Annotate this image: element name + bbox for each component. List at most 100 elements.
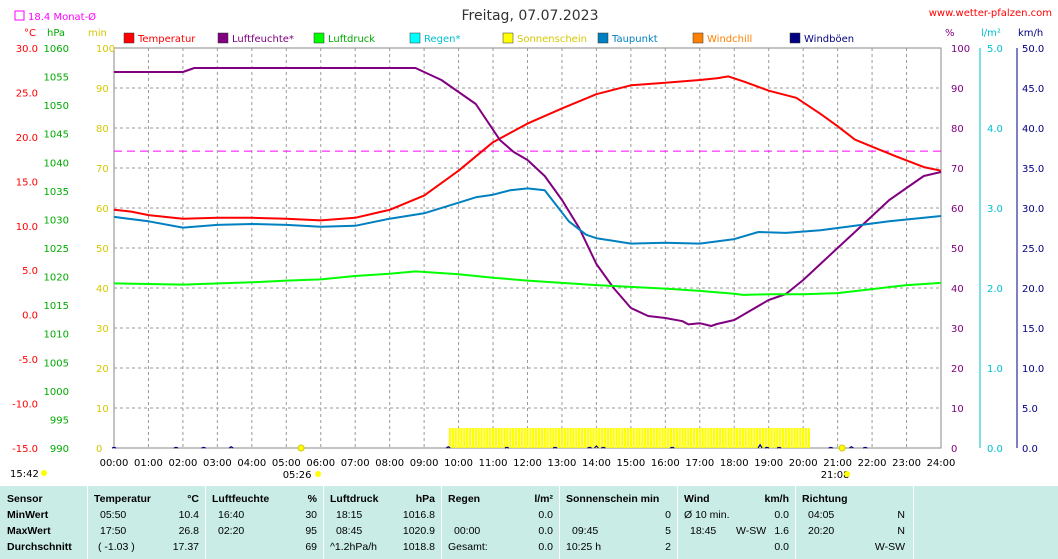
speed-tick-label: 30.0 — [1022, 204, 1044, 215]
temp-tick-label: 25.0 — [16, 88, 38, 99]
stats-dir-min-value: N — [897, 509, 905, 521]
speed-tick-label: 35.0 — [1022, 164, 1044, 175]
x-tick-label: 18:00 — [720, 458, 749, 469]
speed-tick-label: 25.0 — [1022, 244, 1044, 255]
legend-swatch — [123, 32, 135, 44]
sunset-time: 21:08 — [821, 470, 850, 481]
rain-tick-label: 2.0 — [987, 284, 1003, 295]
x-tick-label: 01:00 — [134, 458, 163, 469]
stats-col-wind: Wind km/h Ø 10 min. 0.0 18:45 W-SW 1.6 0… — [678, 486, 796, 559]
x-tick-label: 06:00 — [306, 458, 335, 469]
stats-sun-max-value: 5 — [665, 525, 671, 537]
stats-dir-min-time: 04:05 — [808, 509, 835, 521]
stats-temp-min-value: 10.4 — [178, 509, 199, 521]
legend-swatch — [409, 32, 421, 44]
wind-gust-spike — [764, 446, 770, 449]
stats-rain-total-value: 0.0 — [538, 541, 553, 553]
pressure-tick-label: 1000 — [44, 387, 69, 398]
current-time: 15:42 — [10, 469, 39, 480]
wind-gust-spike — [670, 446, 675, 449]
stats-pressure-avg-value: 1018.8 — [402, 541, 435, 553]
stats-rain-max-value: 0.0 — [538, 525, 553, 537]
stats-wind-day-avg-value: 0.0 — [774, 541, 789, 553]
stats-humidity-max-time: 02:20 — [218, 525, 245, 537]
temp-tick-label: 0.0 — [22, 311, 38, 322]
stats-humidity-avg-value: 69 — [305, 541, 317, 553]
x-tick-label: 22:00 — [858, 458, 887, 469]
sunrise-sun-icon — [315, 471, 322, 477]
stats-humidity-min-time: 16:40 — [218, 509, 245, 521]
wind-gust-spike — [201, 446, 206, 449]
minutes-unit-label: min — [88, 28, 107, 39]
legend-swatch — [692, 32, 704, 44]
wind-gust-spike — [776, 446, 782, 449]
stats-wind-max-dir: W-SW — [736, 525, 767, 537]
legend-swatch — [313, 32, 325, 44]
stats-wind-max-time: 18:45 — [690, 525, 717, 537]
percent-tick-label: 100 — [951, 44, 970, 55]
legend-label: Sonnenschein — [517, 34, 587, 45]
x-tick-label: 24:00 — [927, 458, 956, 469]
stats-temp-max-time: 17:50 — [100, 525, 127, 537]
stats-temp-trend: ( -1.03 ) — [98, 541, 135, 553]
series-line-luftfeuchte — [114, 67, 942, 327]
stats-wind-header: Wind — [684, 493, 710, 505]
pressure-tick-label: 1030 — [44, 215, 69, 226]
stats-pressure-max-value: 1020.9 — [402, 525, 435, 537]
pressure-tick-label: 1035 — [44, 187, 69, 198]
minutes-tick-label: 60 — [96, 204, 109, 215]
x-tick-label: 19:00 — [754, 458, 783, 469]
stats-rain-total-label: Gesamt: — [448, 541, 488, 553]
stats-row-max: MaxWert — [7, 525, 51, 537]
temp-tick-label: 15.0 — [16, 177, 38, 188]
temp-tick-label: -5.0 — [18, 355, 38, 366]
stats-dir-avg-value: W-SW — [874, 541, 905, 553]
percent-tick-label: 10 — [951, 404, 964, 415]
stats-row-min: MinWert — [7, 509, 49, 521]
stats-dir-max-value: N — [897, 525, 905, 537]
minutes-tick-label: 20 — [96, 364, 109, 375]
series-line-luftdruck — [113, 270, 942, 296]
pressure-tick-label: 1050 — [44, 101, 69, 112]
speed-tick-label: 50.0 — [1022, 44, 1044, 55]
legend-label: Luftfeuchte* — [232, 34, 294, 45]
rain-tick-label: 0.0 — [987, 444, 1003, 455]
stats-humidity-unit: % — [307, 493, 317, 505]
stats-row-avg: Durchschnitt — [7, 541, 72, 553]
wind-gust-spike — [601, 446, 606, 449]
temp-unit-label: °C — [24, 28, 36, 39]
chart-title: Freitag, 07.07.2023 — [462, 8, 599, 24]
temp-tick-label: -15.0 — [12, 444, 38, 455]
rain-tick-label: 1.0 — [987, 364, 1003, 375]
stats-pressure-unit: hPa — [415, 493, 435, 505]
stats-temp-max-value: 26.8 — [178, 525, 199, 537]
minutes-tick-label: 40 — [96, 284, 109, 295]
percent-tick-label: 30 — [951, 324, 964, 335]
source-link[interactable]: www.wetter-pfalzen.com — [929, 8, 1052, 19]
x-tick-label: 17:00 — [685, 458, 714, 469]
stats-col-sensor: Sensor MinWert MaxWert Durchschnitt — [0, 486, 88, 559]
stats-temp-header: Temperatur — [94, 493, 151, 505]
temp-tick-label: -10.0 — [12, 400, 38, 411]
stats-pressure-min-time: 18:15 — [336, 509, 363, 521]
wind-gust-spike — [552, 446, 558, 449]
chart-axes: 00:00 01:00 02:00 03:00 04:00 05:00 06:00 07:00… — [12, 28, 1044, 469]
speed-tick-label: 5.0 — [1022, 404, 1038, 415]
stats-dir-max-time: 20:20 — [808, 525, 835, 537]
rain-unit-label: l/m² — [981, 28, 1001, 39]
pressure-tick-label: 995 — [50, 415, 69, 426]
x-tick-label: 12:00 — [513, 458, 542, 469]
stats-col-luftdruck: Luftdruck hPa 18:15 1016.8 08:45 1020.9 … — [324, 486, 442, 559]
sunset-sun-icon — [844, 471, 851, 477]
percent-tick-label: 70 — [951, 164, 964, 175]
wind-gust-spike — [849, 446, 854, 449]
pressure-tick-label: 1015 — [44, 301, 69, 312]
stats-col-temperatur: Temperatur °C 05:50 10.4 17:50 26.8 ( -1… — [88, 486, 206, 559]
percent-tick-label: 90 — [951, 84, 964, 95]
wind-gust-spike — [863, 446, 868, 449]
x-tick-label: 13:00 — [548, 458, 577, 469]
monthly-avg-icon — [14, 10, 25, 21]
stats-sun-header: Sonnenschein min — [566, 493, 660, 505]
percent-unit-label: % — [945, 28, 955, 39]
stats-temp-min-time: 05:50 — [100, 509, 127, 521]
